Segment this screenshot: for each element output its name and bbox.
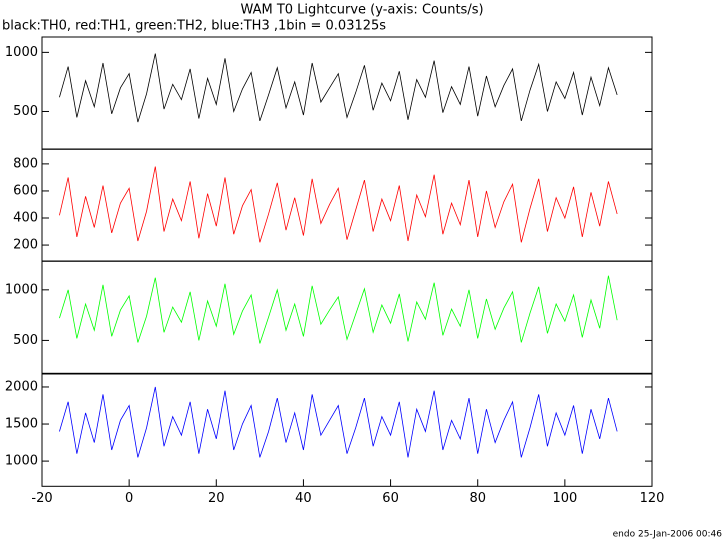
panel-frame bbox=[41, 36, 653, 150]
y-tick-label: 500 bbox=[13, 104, 38, 119]
y-tick-label: 1500 bbox=[5, 417, 38, 432]
panel-frame bbox=[41, 373, 653, 487]
chart-title: WAM T0 Lightcurve (y-axis: Counts/s) bbox=[240, 3, 483, 18]
x-tick-label: 120 bbox=[640, 491, 665, 506]
y-tick-label: 200 bbox=[13, 238, 38, 253]
chart-subtitle: black:TH0, red:TH1, green:TH2, blue:TH3 … bbox=[2, 19, 386, 34]
light-curve bbox=[59, 275, 618, 344]
x-tick-label: 100 bbox=[552, 491, 577, 506]
y-tick-label: 400 bbox=[13, 211, 38, 226]
light-curve bbox=[59, 53, 618, 123]
light-curve bbox=[59, 386, 618, 458]
x-tick-label: 60 bbox=[382, 491, 399, 506]
x-tick-label: 20 bbox=[208, 491, 225, 506]
panel-frame bbox=[41, 260, 653, 374]
x-tick-label: 80 bbox=[469, 491, 486, 506]
y-tick-label: 1000 bbox=[5, 454, 38, 469]
y-tick-label: 1000 bbox=[5, 45, 38, 60]
y-tick-label: 2000 bbox=[5, 379, 38, 394]
y-tick-label: 500 bbox=[13, 333, 38, 348]
footer: endo 25-Jan-2006 00:46 bbox=[613, 530, 723, 539]
x-tick-label: -20 bbox=[31, 491, 52, 506]
y-tick-label: 1000 bbox=[5, 282, 38, 297]
light-curve bbox=[59, 166, 618, 243]
x-tick-label: 40 bbox=[295, 491, 312, 506]
x-tick-label: 0 bbox=[125, 491, 133, 506]
y-tick-label: 600 bbox=[13, 183, 38, 198]
y-tick-label: 800 bbox=[13, 156, 38, 171]
panel-frame bbox=[41, 148, 653, 262]
